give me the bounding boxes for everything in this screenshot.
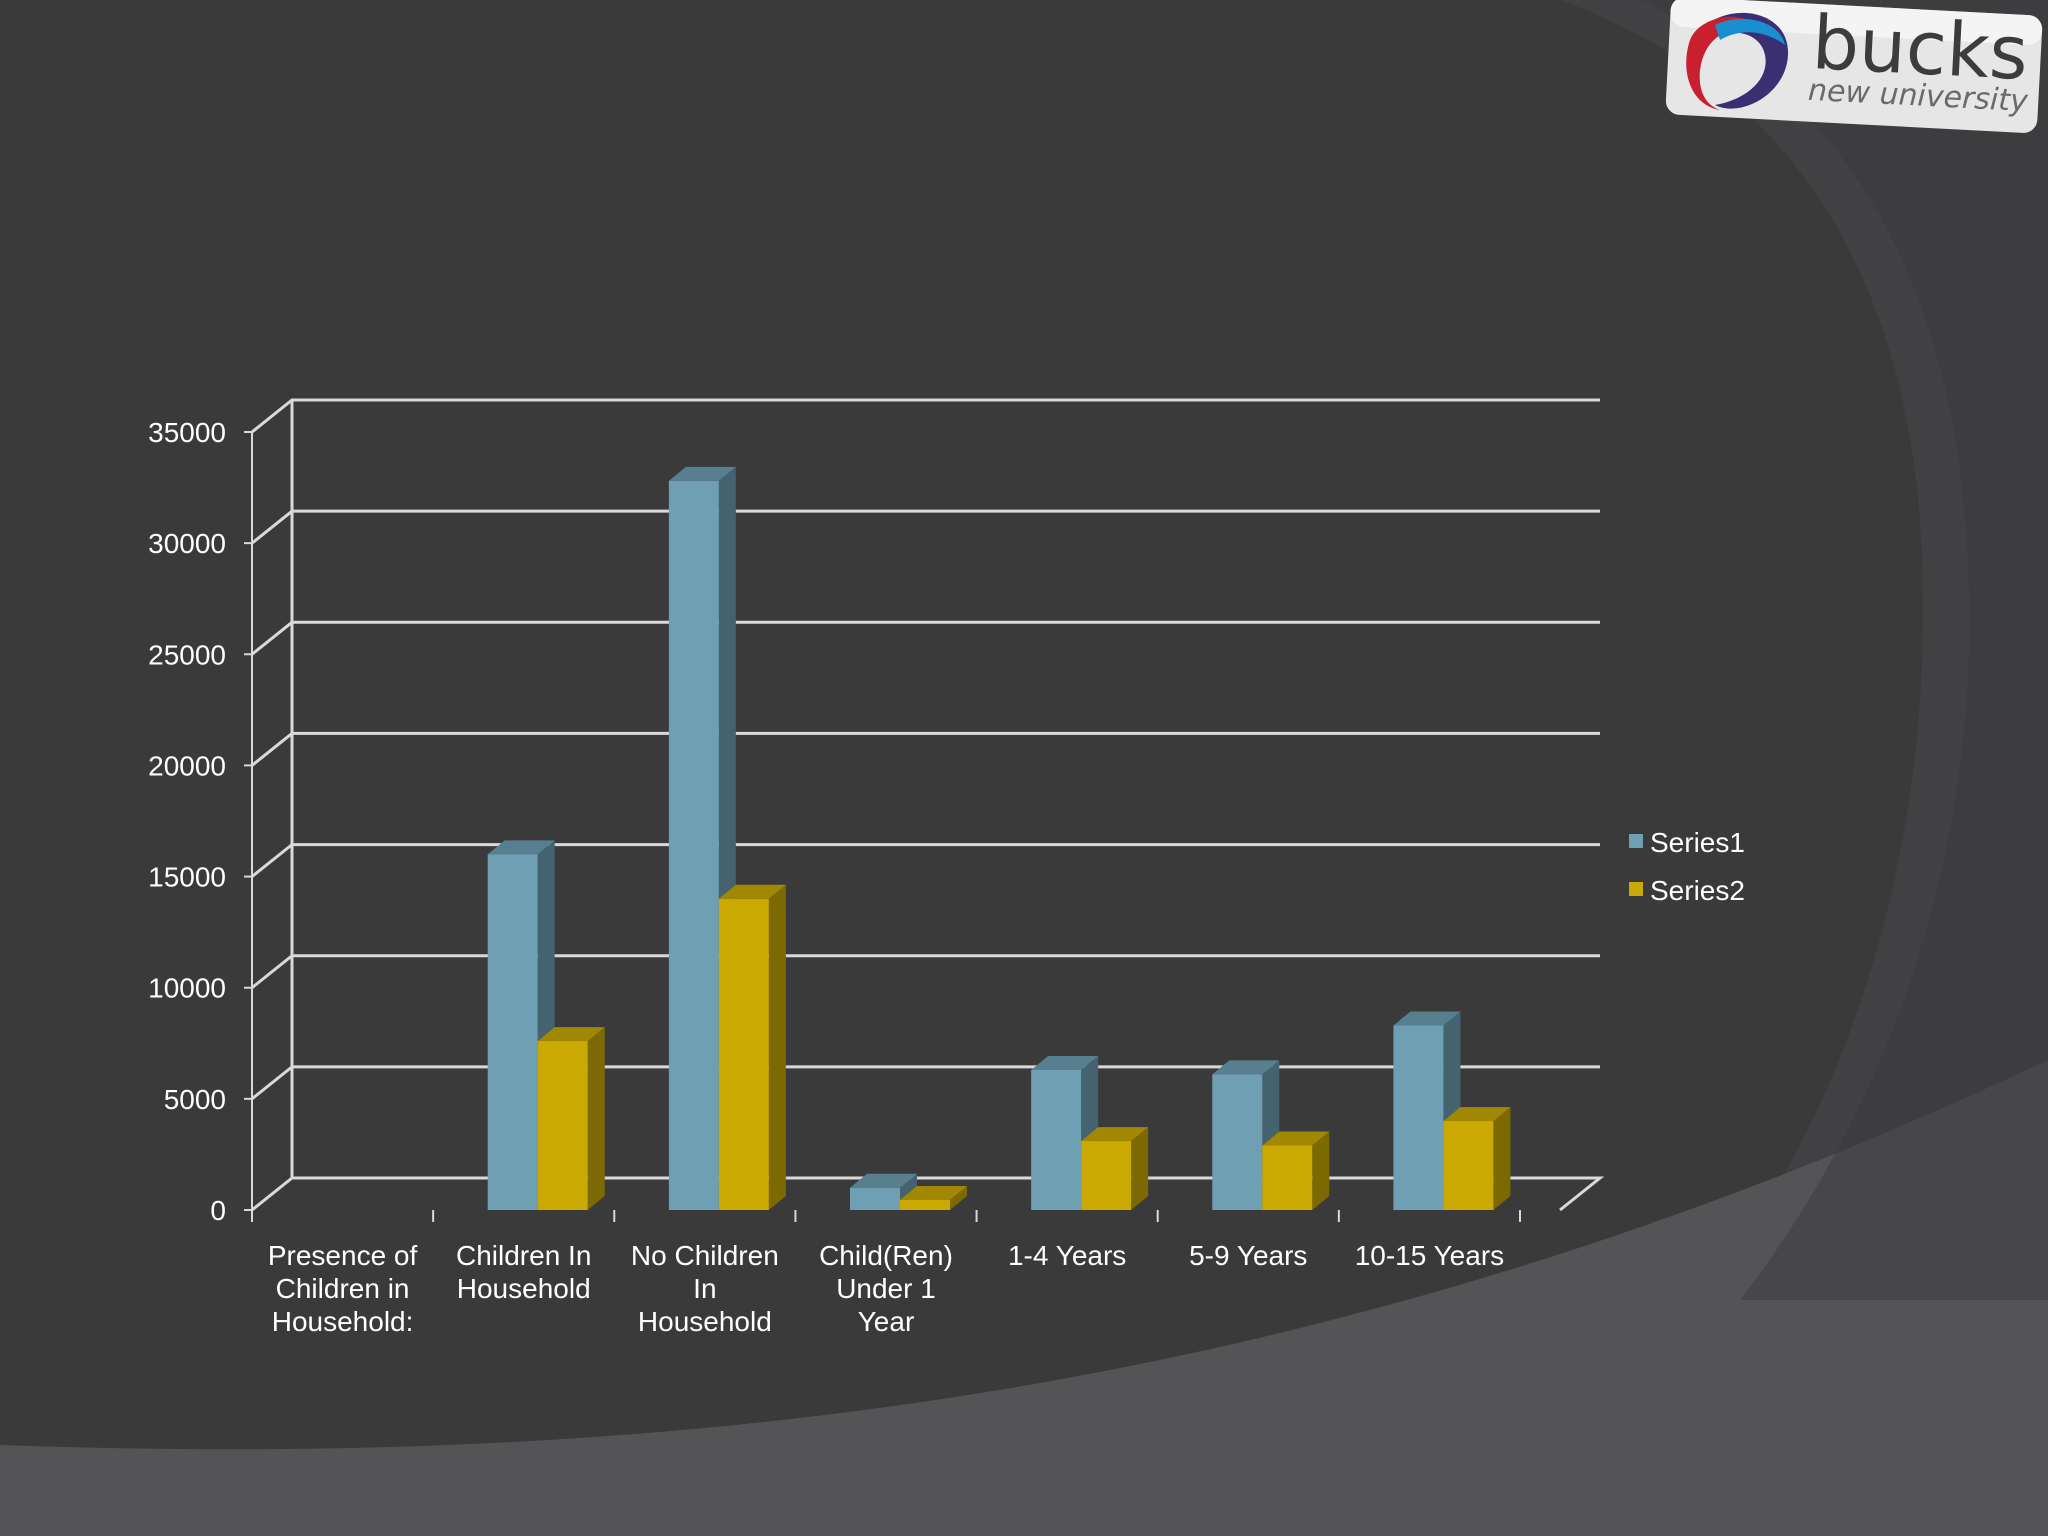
bar-top — [537, 1027, 605, 1042]
bar-front — [537, 1041, 588, 1210]
floor — [251, 1176, 1605, 1212]
x-tick-label: No Children In Household — [631, 1240, 779, 1337]
bar-series2-6 — [1443, 1107, 1511, 1210]
bar-top — [1081, 1127, 1149, 1142]
bar-top — [1393, 1011, 1461, 1026]
bar-top — [668, 466, 736, 481]
legend-label-series2: Series2 — [1650, 875, 1745, 906]
gridline — [251, 509, 1600, 545]
legend: Series1 Series2 — [1629, 827, 1745, 906]
bar-series2-1 — [537, 1027, 605, 1210]
logo: bucks new university — [1665, 0, 2043, 133]
gridline — [251, 1065, 1600, 1101]
bar-front — [1443, 1121, 1494, 1210]
y-axis: 0 5000 10000 15000 20000 25000 30000 35000 — [148, 417, 253, 1226]
bar-top — [900, 1185, 967, 1200]
bar-side — [1312, 1131, 1330, 1210]
x-tick-label: Children In Household — [456, 1240, 591, 1304]
x-tick-label: Child(Ren) Under 1 Year — [819, 1240, 953, 1337]
x-tick-label: Presence of Children in Household: — [268, 1240, 418, 1337]
bar-front — [850, 1187, 900, 1210]
y-tick-label: 35000 — [148, 417, 226, 448]
logo-word: bucks — [1810, 0, 2030, 97]
bar-front — [1081, 1141, 1132, 1210]
y-tick-label: 0 — [210, 1195, 226, 1226]
bar-front — [1031, 1069, 1082, 1210]
swirl-logo-icon — [1686, 12, 1789, 111]
bar-top — [487, 840, 555, 855]
legend-swatch-series1 — [1629, 834, 1643, 848]
gridlines — [251, 398, 1600, 1101]
bar-front — [718, 898, 769, 1210]
bars — [487, 466, 1511, 1211]
gridline — [251, 954, 1600, 989]
bar-front — [1262, 1145, 1313, 1210]
bar-top — [1443, 1107, 1511, 1122]
bar-side — [587, 1027, 605, 1210]
y-tick-label: 10000 — [148, 973, 226, 1004]
y-tick-label: 25000 — [148, 639, 226, 670]
bar-top — [1031, 1055, 1099, 1070]
bar-series1-4 — [1031, 1055, 1099, 1210]
gridline — [251, 843, 1600, 878]
bar-top — [1262, 1131, 1330, 1146]
bar-series2-2 — [718, 884, 786, 1210]
bar-front — [668, 480, 719, 1211]
bar-front — [1393, 1025, 1444, 1210]
y-tick-label: 15000 — [148, 862, 226, 893]
bar-series2-4 — [1081, 1127, 1149, 1210]
bar-top — [1212, 1060, 1280, 1075]
x-axis: Presence of Children in Household: Children… — [251, 1210, 1521, 1337]
chart-walls — [251, 400, 1605, 1212]
bar-top — [718, 884, 786, 899]
legend-label-series1: Series1 — [1650, 827, 1745, 858]
x-tick-label: 1-4 Years — [1008, 1240, 1126, 1271]
bar-front — [1212, 1074, 1263, 1210]
legend-swatch-series2 — [1629, 882, 1643, 896]
x-tick-label: 10-15 Years — [1355, 1240, 1504, 1271]
bar-side — [1131, 1127, 1149, 1210]
gridline — [251, 398, 1600, 434]
bar-side — [950, 1185, 967, 1210]
y-tick-label: 5000 — [164, 1084, 226, 1115]
gridline — [251, 731, 1600, 767]
bar-side — [1493, 1107, 1511, 1210]
bar-series2-5 — [1262, 1131, 1330, 1210]
y-tick-label: 30000 — [148, 528, 226, 559]
gridline — [251, 620, 1600, 656]
bar-front — [487, 854, 538, 1210]
bar-side — [768, 884, 786, 1210]
bar-series2-3 — [900, 1185, 967, 1210]
x-tick-label: 5-9 Years — [1189, 1240, 1307, 1271]
y-tick-label: 20000 — [148, 750, 226, 781]
bar-front — [900, 1199, 950, 1210]
bar-top — [850, 1173, 917, 1188]
